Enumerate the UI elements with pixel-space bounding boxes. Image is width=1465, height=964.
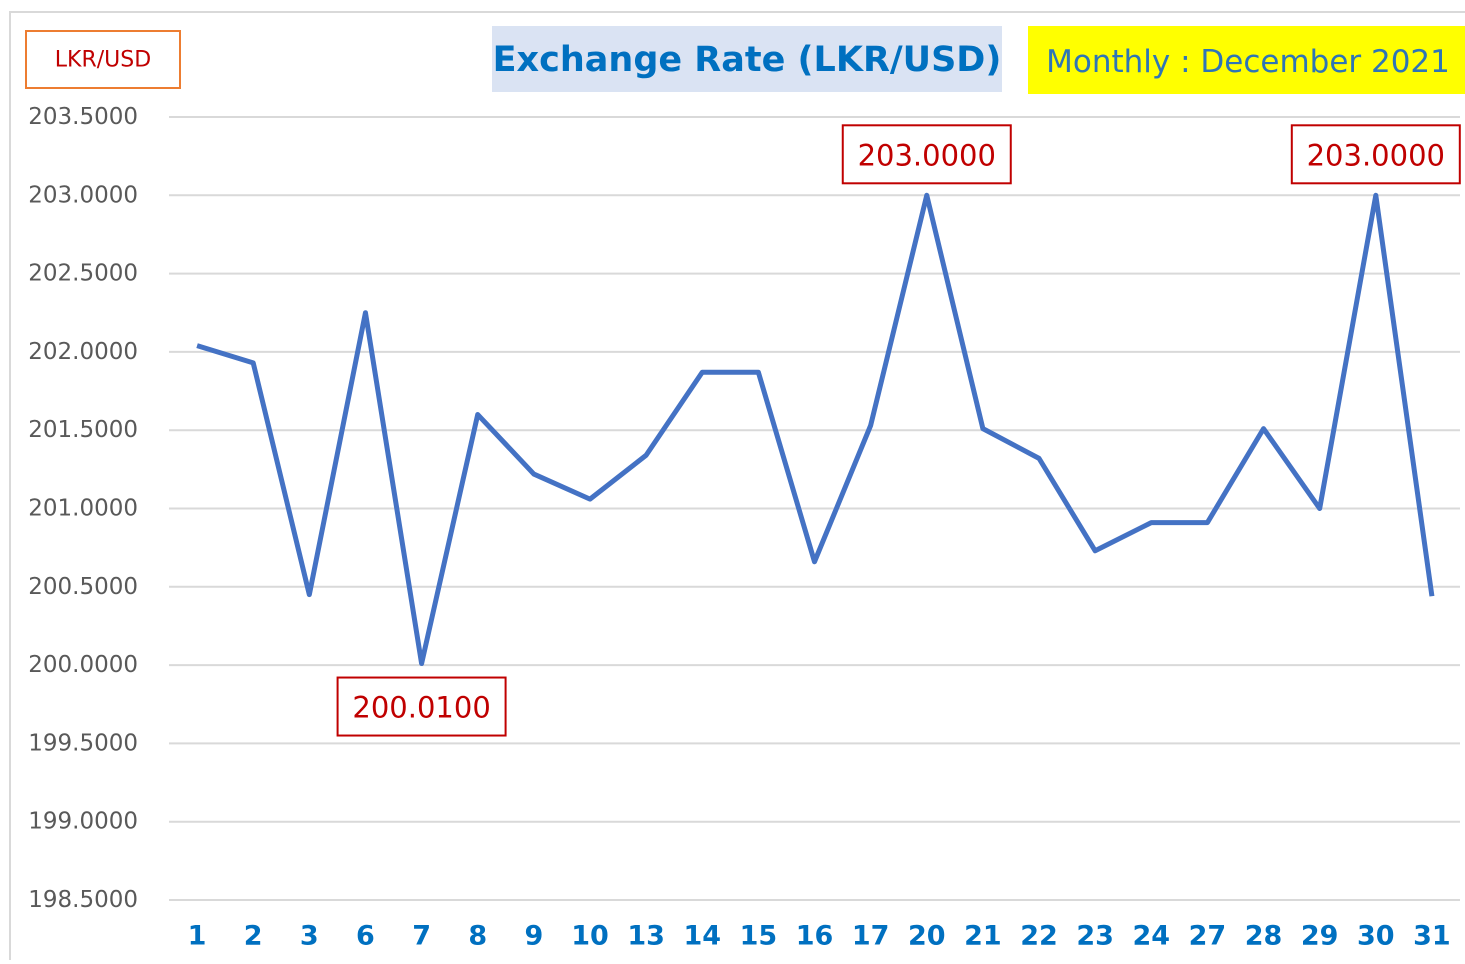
x-tick-label: 30 [1357,921,1395,952]
x-tick-label: 16 [796,921,834,952]
x-tick-label: 7 [412,921,431,952]
data-label: 200.0100 [352,691,490,725]
y-tick-label: 201.5000 [28,417,138,443]
chart-title: Exchange Rate (LKR/USD) [493,40,1002,80]
x-tick-label: 6 [356,921,375,952]
x-tick-label: 17 [852,921,890,952]
x-tick-label: 24 [1132,921,1170,952]
data-line [196,192,1435,667]
x-tick-label: 22 [1020,921,1058,952]
x-tick-label: 23 [1076,921,1114,952]
x-tick-label: 13 [627,921,665,952]
x-tick-label: 1 [188,921,207,952]
y-tick-label: 200.5000 [28,574,138,600]
x-tick-label: 15 [740,921,778,952]
y-tick-label: 203.0000 [28,182,138,208]
x-tick-label: 31 [1413,921,1451,952]
y-tick-label: 199.0000 [28,809,138,835]
x-tick-label: 27 [1189,921,1227,952]
y-tick-label: 201.0000 [28,496,138,522]
x-tick-label: 10 [571,921,609,952]
data-label-box [336,676,507,737]
y-label-box [25,30,181,89]
x-tick-label: 21 [964,921,1002,952]
title-box [492,26,1002,92]
data-label: 203.0000 [1307,138,1445,172]
y-axis-label: LKR/USD [55,48,151,73]
chart-subtitle: Monthly : December 2021 [1046,44,1450,80]
y-tick-label: 202.0000 [28,339,138,365]
y-tick-label: 202.5000 [28,261,138,287]
x-tick-label: 29 [1301,921,1339,952]
x-tick-label: 28 [1245,921,1283,952]
chart-frame [9,11,1465,964]
data-label-box [841,124,1012,185]
x-tick-label: 2 [244,921,263,952]
x-tick-label: 8 [468,921,487,952]
x-tick-label: 20 [908,921,946,952]
x-tick-label: 3 [300,921,319,952]
y-tick-label: 203.5000 [28,104,138,130]
y-tick-label: 200.0000 [28,652,138,678]
x-tick-label: 9 [524,921,543,952]
data-label: 203.0000 [858,138,996,172]
y-tick-label: 198.5000 [28,887,138,913]
data-label-box [1290,124,1461,185]
x-tick-label: 14 [683,921,721,952]
y-tick-label: 199.5000 [28,730,138,756]
subtitle-box [1028,26,1465,94]
